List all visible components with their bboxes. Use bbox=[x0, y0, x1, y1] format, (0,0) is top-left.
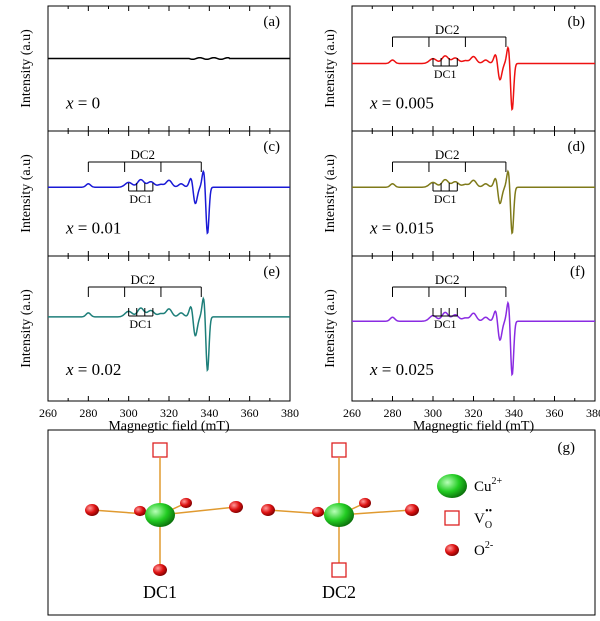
panel-label: (a) bbox=[263, 14, 280, 30]
structure-panel: (g) DC1 DC2 Cu2+ VO•• O2- bbox=[47, 429, 596, 616]
site-label-dc1: DC1 bbox=[143, 582, 177, 602]
site-label-dc2: DC2 bbox=[322, 582, 356, 602]
x-tick-label: 360 bbox=[241, 406, 259, 420]
spectrum-line bbox=[48, 296, 290, 372]
legend-label: O2- bbox=[474, 540, 493, 559]
y-axis-label: Intensity (a.u) bbox=[323, 154, 338, 233]
x-tick-label: 360 bbox=[546, 406, 564, 420]
x-tick-label: 280 bbox=[384, 406, 402, 420]
dc2-label: DC2 bbox=[435, 147, 460, 162]
composition-label: x = 0.01 bbox=[65, 219, 121, 238]
panel-c: Intensity (a.u) (c) x = 0.01 DC2 DC1 bbox=[19, 130, 291, 257]
composition-label: x = 0.005 bbox=[369, 94, 434, 113]
x-tick-label: 260 bbox=[343, 406, 361, 420]
y-axis-label: Intensity (a.u) bbox=[19, 29, 34, 108]
x-tick-label: 380 bbox=[586, 406, 600, 420]
dc1-label: DC1 bbox=[434, 67, 457, 81]
spectrum-line bbox=[352, 45, 595, 112]
oxygen-vacancy bbox=[331, 442, 347, 458]
panel-label: (b) bbox=[568, 14, 586, 30]
legend-label: VO•• bbox=[474, 506, 492, 531]
oxygen-atom bbox=[85, 504, 99, 516]
x-tick-label: 340 bbox=[505, 406, 523, 420]
oxygen-atom bbox=[312, 506, 324, 518]
x-tick-label: 300 bbox=[120, 406, 138, 420]
x-tick-label: 380 bbox=[281, 406, 299, 420]
structure-frame bbox=[47, 429, 596, 616]
panel-label: (f) bbox=[570, 264, 585, 280]
oxygen-atom bbox=[359, 497, 371, 509]
panel-label: (c) bbox=[263, 139, 280, 155]
y-axis-label: Intensity (a.u) bbox=[19, 154, 34, 233]
composition-label: x = 0.02 bbox=[65, 360, 121, 379]
panel-label: (d) bbox=[568, 139, 586, 155]
spectrum-line bbox=[352, 300, 595, 377]
dc1-label: DC1 bbox=[129, 317, 152, 331]
legend-vacancy-icon bbox=[444, 510, 460, 526]
dc1-label: DC1 bbox=[129, 192, 152, 206]
plot-frame bbox=[351, 255, 596, 402]
dc2-label: DC2 bbox=[435, 272, 460, 287]
composition-label: x = 0 bbox=[65, 94, 100, 113]
x-tick-label: 260 bbox=[39, 406, 57, 420]
y-axis-label: Intensity (a.u) bbox=[323, 289, 338, 368]
x-tick-label: 340 bbox=[200, 406, 218, 420]
panel-b: Intensity (a.u) (b) x = 0.005 DC2 DC1 bbox=[323, 5, 596, 132]
panel-d: Intensity (a.u) (d) x = 0.015 DC2 DC1 bbox=[323, 130, 596, 257]
legend-cu-icon bbox=[437, 474, 467, 498]
oxygen-atom bbox=[229, 501, 243, 513]
oxygen-atom bbox=[153, 564, 167, 576]
oxygen-atom bbox=[134, 505, 146, 517]
panel-f: 260 280 300 320 340 360 380 Magnegtic field (mT… bbox=[323, 255, 600, 434]
dc1-label: DC1 bbox=[434, 192, 457, 206]
x-axis-label: Magnegtic field (mT) bbox=[108, 419, 230, 434]
y-axis-label: Intensity (a.u) bbox=[19, 289, 34, 368]
spectrum-line bbox=[48, 169, 290, 235]
legend-oxygen-icon bbox=[445, 544, 459, 556]
plot-frame bbox=[47, 255, 291, 402]
epr-panels: Intensity (a.u) (a) x = 0 Intensity (a.u) (b… bbox=[19, 5, 600, 434]
legend-label: Cu2+ bbox=[474, 476, 503, 495]
dc2-label: DC2 bbox=[131, 272, 156, 287]
copper-ion bbox=[145, 503, 175, 527]
oxygen-atom bbox=[180, 497, 192, 509]
panel-a: Intensity (a.u) (a) x = 0 bbox=[19, 5, 291, 132]
panel-label: (g) bbox=[558, 440, 576, 456]
panel-label: (e) bbox=[263, 264, 280, 280]
spectrum-line bbox=[48, 56, 290, 61]
dc2-label: DC2 bbox=[131, 147, 156, 162]
y-axis-label: Intensity (a.u) bbox=[323, 29, 338, 108]
panel-e: 260 280 300 320 340 360 380 Magnegtic field (mT… bbox=[19, 255, 299, 434]
x-axis-label: Magnegtic field (mT) bbox=[413, 419, 535, 434]
oxygen-vacancy bbox=[152, 442, 168, 458]
dc1-label: DC1 bbox=[434, 317, 457, 331]
spectrum-line bbox=[352, 169, 595, 235]
oxygen-vacancy bbox=[331, 562, 347, 578]
x-tick-label: 320 bbox=[465, 406, 483, 420]
oxygen-atom bbox=[405, 504, 419, 516]
structure-legend: Cu2+ VO•• O2- bbox=[437, 474, 503, 559]
x-tick-label: 320 bbox=[160, 406, 178, 420]
dc2-label: DC2 bbox=[435, 22, 460, 37]
oxygen-atom bbox=[261, 504, 275, 516]
composition-label: x = 0.025 bbox=[369, 360, 434, 379]
composition-label: x = 0.015 bbox=[369, 219, 434, 238]
copper-ion bbox=[324, 503, 354, 527]
x-tick-label: 280 bbox=[79, 406, 97, 420]
x-tick-label: 300 bbox=[424, 406, 442, 420]
